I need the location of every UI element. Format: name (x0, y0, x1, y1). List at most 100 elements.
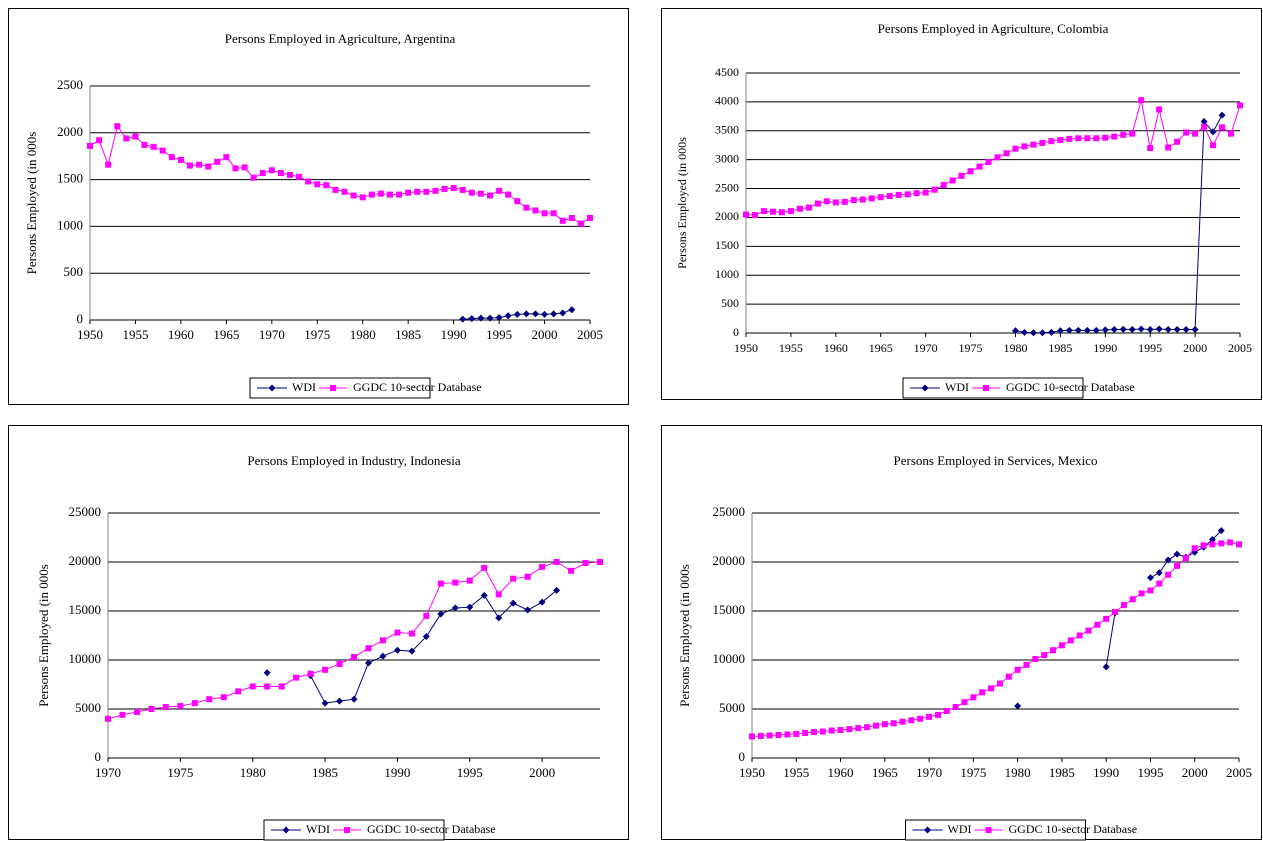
marker (766, 732, 773, 739)
marker (940, 182, 947, 189)
marker (1174, 562, 1181, 569)
marker (924, 826, 931, 834)
x-tick-label: 1975 (304, 327, 330, 342)
marker (509, 599, 517, 607)
marker (1165, 144, 1172, 151)
marker (1074, 326, 1082, 334)
marker (1110, 326, 1118, 334)
x-tick-label: 1990 (1093, 341, 1117, 355)
marker (1120, 602, 1127, 609)
y-tick-label: 15000 (713, 602, 746, 617)
x-tick-label: 1955 (122, 327, 148, 342)
marker (1173, 550, 1181, 558)
marker (837, 727, 844, 734)
x-tick-label: 1980 (1005, 765, 1031, 780)
marker (908, 717, 915, 724)
marker (394, 629, 401, 636)
marker (1128, 326, 1136, 334)
y-tick-label: 4500 (715, 65, 739, 79)
marker (899, 718, 906, 725)
chart-title: Persons Employed in Agriculture, Argenti… (225, 31, 456, 46)
y-tick-label: 25000 (713, 504, 746, 519)
marker (1084, 135, 1091, 142)
marker (531, 310, 539, 318)
marker (819, 728, 826, 735)
marker (1129, 130, 1136, 137)
marker (196, 161, 203, 168)
y-axis-label: Persons Employed (in 000s (24, 132, 39, 275)
marker (468, 189, 475, 196)
marker (1155, 325, 1163, 333)
marker (408, 630, 415, 637)
chart-title: Persons Employed in Services, Mexico (894, 453, 1098, 468)
y-tick-label: 3500 (715, 123, 739, 137)
marker (1192, 130, 1199, 137)
chart-title: Persons Employed in Industry, Indonesia (247, 453, 460, 468)
x-tick-label: 1980 (240, 765, 266, 780)
marker (119, 711, 126, 718)
x-tick-label: 1990 (1093, 765, 1119, 780)
marker (587, 214, 593, 221)
marker (1218, 111, 1226, 119)
marker (96, 137, 103, 144)
marker (1102, 663, 1110, 671)
marker (330, 385, 336, 391)
marker (539, 563, 546, 570)
y-tick-label: 1500 (715, 238, 739, 252)
marker (314, 181, 321, 188)
marker (541, 310, 549, 318)
marker (379, 637, 386, 644)
marker (934, 711, 941, 718)
marker (1138, 590, 1145, 597)
marker (1038, 329, 1046, 337)
marker (1092, 326, 1100, 334)
marker (961, 699, 968, 706)
x-tick-label: 2005 (1226, 765, 1252, 780)
marker (810, 729, 817, 736)
marker (1120, 131, 1127, 138)
marker (150, 143, 157, 150)
marker (568, 306, 576, 314)
marker (985, 158, 992, 165)
marker (148, 706, 155, 712)
y-axis-label: Persons Employed (in 000s (677, 564, 692, 707)
marker (850, 197, 857, 204)
y-tick-label: 2500 (57, 77, 83, 92)
marker (1057, 137, 1064, 144)
marker (1208, 535, 1216, 543)
marker (855, 725, 862, 732)
y-tick-label: 500 (64, 264, 84, 279)
legend-label: GGDC 10-sector Database (1006, 380, 1135, 394)
marker (336, 660, 343, 667)
marker (132, 133, 139, 140)
y-tick-label: 0 (733, 325, 739, 339)
x-tick-label: 1975 (960, 765, 986, 780)
y-tick-label: 2500 (715, 180, 739, 194)
marker (105, 715, 111, 722)
marker (344, 827, 350, 833)
legend-label: WDI (945, 380, 969, 394)
x-tick-label: 1980 (350, 327, 376, 342)
marker (1014, 702, 1022, 710)
marker (336, 697, 344, 705)
marker (364, 659, 372, 667)
marker (985, 827, 992, 833)
marker (814, 200, 821, 207)
marker (437, 610, 445, 618)
marker (1146, 574, 1154, 582)
marker (793, 730, 800, 737)
marker (1228, 130, 1235, 137)
marker (538, 598, 546, 606)
marker (487, 192, 493, 199)
marker (177, 703, 184, 710)
marker (523, 204, 530, 211)
x-tick-label: 1990 (384, 765, 410, 780)
y-tick-label: 1000 (715, 267, 739, 281)
marker (922, 189, 929, 196)
x-tick-label: 1975 (959, 341, 983, 355)
marker (577, 220, 584, 227)
marker (868, 195, 875, 202)
marker (524, 606, 532, 614)
marker (1020, 328, 1028, 336)
marker (913, 190, 920, 197)
